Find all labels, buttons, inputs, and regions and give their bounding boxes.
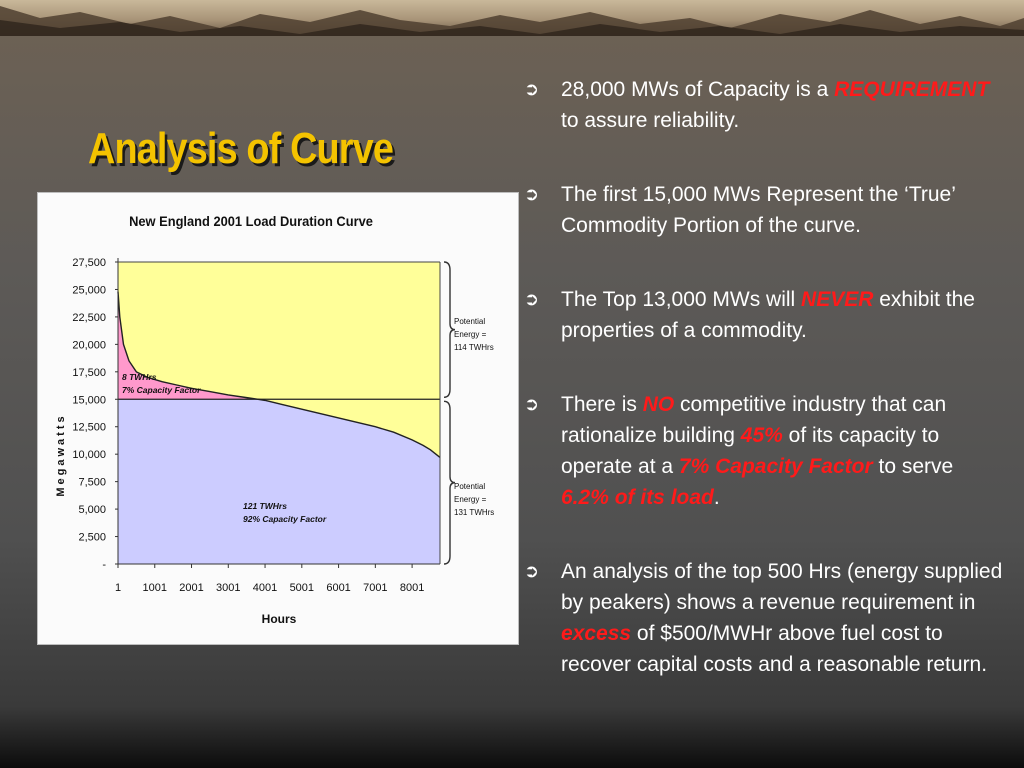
y-tick-label: 27,500 — [72, 257, 106, 269]
x-axis-label: Hours — [262, 612, 297, 626]
base-load-region — [118, 399, 440, 564]
load-duration-chart: New England 2001 Load Duration Curve - 2,… — [37, 192, 519, 645]
y-axis-label: Megawatts — [55, 413, 67, 496]
bullet-highlight: NO — [642, 393, 675, 416]
x-tick-label: 5001 — [290, 582, 314, 594]
arrow-bullet-icon: ➲ — [524, 184, 540, 204]
bullet-item: ➲ 28,000 MWs of Capacity is a REQUIREMENT… — [524, 74, 1004, 136]
chart-annotation: 92% Capacity Factor — [243, 514, 327, 524]
bullet-text: competitive industry that can rationaliz… — [561, 393, 947, 447]
bullet-highlight: REQUIREMENT — [834, 78, 990, 101]
chart-annotation: 131 TWHrs — [454, 508, 494, 517]
chart-annotation: Potential — [454, 482, 485, 491]
y-tick-label: 22,500 — [72, 312, 106, 324]
y-tick-label: 2,500 — [78, 532, 106, 544]
lower-brace-icon — [443, 400, 456, 565]
arrow-bullet-icon: ➲ — [524, 79, 540, 99]
bullet-text: of its capacity to operate at a — [561, 424, 940, 478]
bullet-highlight: 7% Capacity Factor — [678, 455, 873, 478]
arrow-bullet-icon: ➲ — [524, 394, 540, 414]
bullet-highlight: 45% — [740, 424, 783, 447]
x-tick-label: 6001 — [326, 582, 350, 594]
chart-annotation: Energy = — [454, 330, 487, 339]
bullet-text: An analysis of the top 500 Hrs (energy s… — [561, 560, 1003, 614]
y-tick-label: - — [102, 559, 106, 571]
bullet-text: The first 15,000 MWs Represent the ‘True… — [561, 183, 956, 237]
chart-annotation: 8 TWHrs — [122, 372, 157, 382]
decorative-header-band — [0, 0, 1024, 36]
chart-title: New England 2001 Load Duration Curve — [129, 214, 373, 230]
bullet-text: There is — [561, 393, 643, 416]
potential-energy-region — [118, 262, 440, 458]
bullet-text: . — [713, 486, 720, 509]
bullet-text: exhibit the properties of a commodity. — [561, 288, 975, 342]
chart-annotation: 121 TWHrs — [243, 501, 287, 511]
y-tick-label: 17,500 — [72, 367, 106, 379]
x-tick-label: 8001 — [400, 582, 424, 594]
chart-annotation: 114 TWHrs — [454, 343, 494, 352]
bullet-text: to serve — [872, 455, 954, 478]
bullet-highlight: NEVER — [801, 288, 874, 311]
x-tick-label: 7001 — [363, 582, 387, 594]
slide-title: Analysis of Curve — [88, 124, 394, 173]
bullet-text: of $500/MWHr above fuel cost to recover … — [561, 622, 988, 676]
x-tick-label: 3001 — [216, 582, 240, 594]
y-tick-label: 7,500 — [78, 477, 106, 489]
bullet-item: ➲ An analysis of the top 500 Hrs (energy … — [524, 556, 1004, 680]
chart-annotation: Potential — [454, 317, 485, 326]
upper-brace-icon — [443, 261, 456, 398]
y-tick-label: 12,500 — [72, 422, 106, 434]
x-tick-label: 1 — [115, 582, 121, 594]
x-tick-label: 2001 — [179, 582, 203, 594]
chart-annotation: 7% Capacity Factor — [122, 385, 201, 395]
bullet-highlight: 6.2% of its load — [561, 486, 714, 509]
load-duration-curve — [117, 291, 441, 459]
x-tick-label: 1001 — [143, 582, 167, 594]
y-tick-label: 25,000 — [72, 284, 106, 296]
arrow-bullet-icon: ➲ — [524, 289, 540, 309]
bullet-text: The Top 13,000 MWs will — [561, 288, 802, 311]
peak-load-region — [118, 291, 440, 400]
x-tick-label: 4001 — [253, 582, 277, 594]
y-tick-label: 5,000 — [78, 504, 106, 516]
bullet-item: ➲ There is NO competitive industry that c… — [524, 389, 1004, 513]
bullet-list: ➲ 28,000 MWs of Capacity is a REQUIREMENT… — [524, 74, 1004, 680]
bullet-text: 28,000 MWs of Capacity is a — [561, 78, 835, 101]
bullet-text: to assure reliability. — [561, 109, 740, 132]
y-tick-label: 10,000 — [72, 449, 106, 461]
y-tick-label: 20,000 — [72, 339, 106, 351]
chart-annotation: Energy = — [454, 495, 487, 504]
arrow-bullet-icon: ➲ — [524, 561, 540, 581]
bullet-highlight: excess — [561, 622, 632, 645]
bullet-item: ➲ The Top 13,000 MWs will NEVER exhibit t… — [524, 284, 1004, 346]
y-tick-label: 15,000 — [72, 394, 106, 406]
bullet-item: ➲ The first 15,000 MWs Represent the ‘Tru… — [524, 179, 1004, 241]
